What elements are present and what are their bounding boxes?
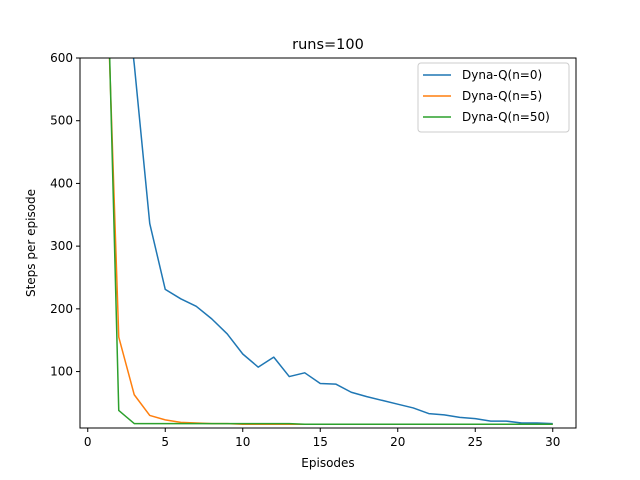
y-axis-label: Steps per episode <box>24 189 38 297</box>
plot-frame <box>79 57 577 429</box>
legend-label: Dyna-Q(n=50) <box>462 110 550 124</box>
x-axis: 0 5 10 15 20 25 30 <box>84 428 560 449</box>
series-line-dyna-q-n-0 <box>132 58 553 425</box>
y-tick-label: 400 <box>50 176 73 190</box>
x-tick-label: 5 <box>161 435 169 449</box>
x-tick-label: 10 <box>235 435 250 449</box>
chart-title: runs=100 <box>292 37 364 53</box>
x-tick-label: 15 <box>313 435 328 449</box>
legend-label: Dyna-Q(n=0) <box>462 68 542 82</box>
y-tick-label: 600 <box>50 51 73 65</box>
y-tick-label: 500 <box>50 114 73 128</box>
legend: Dyna-Q(n=0) Dyna-Q(n=5) Dyna-Q(n=50) <box>417 62 570 133</box>
x-tick-label: 0 <box>84 435 92 449</box>
x-tick-label: 20 <box>390 435 405 449</box>
y-tick-label: 300 <box>50 239 73 253</box>
series-line-dyna-q-n-50 <box>108 58 553 425</box>
x-axis-label: Episodes <box>301 456 354 470</box>
x-tick-label: 25 <box>468 435 483 449</box>
y-axis: 100 200 300 400 500 600 <box>50 51 80 379</box>
x-tick-label: 30 <box>545 435 560 449</box>
y-tick-label: 100 <box>50 365 73 379</box>
y-tick-label: 200 <box>50 302 73 316</box>
legend-label: Dyna-Q(n=5) <box>462 89 542 103</box>
legend-box <box>417 62 570 133</box>
series-layer <box>108 58 553 425</box>
